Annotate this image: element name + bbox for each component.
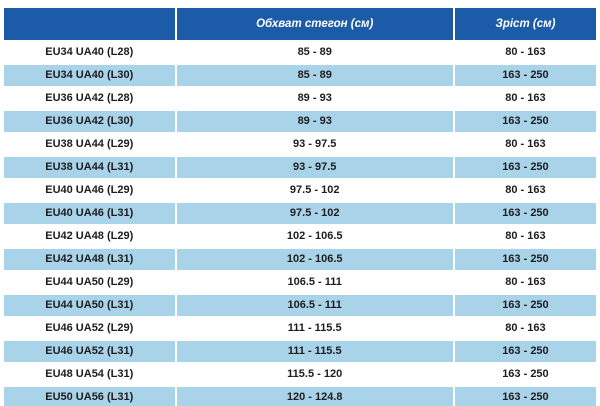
height-cell: 80 - 163 — [454, 272, 596, 293]
height-cell: 80 - 163 — [454, 42, 596, 63]
hips-cell: 89 - 93 — [176, 88, 453, 109]
table-row: EU38 UA44 (L29) 93 - 97.5 80 - 163 — [4, 134, 596, 155]
height-cell: 163 - 250 — [454, 203, 596, 224]
height-cell: 163 - 250 — [454, 111, 596, 132]
table-row: EU34 UA40 (L28) 85 - 89 80 - 163 — [4, 42, 596, 63]
size-cell: EU40 UA46 (L29) — [4, 180, 175, 201]
column-header-size — [4, 8, 175, 40]
hips-cell: 93 - 97.5 — [176, 134, 453, 155]
header-row: Обхват стегон (см) Зріст (см) — [4, 8, 596, 40]
size-cell: EU42 UA48 (L31) — [4, 249, 175, 270]
hips-cell: 93 - 97.5 — [176, 157, 453, 178]
height-cell: 80 - 163 — [454, 226, 596, 247]
hips-cell: 89 - 93 — [176, 111, 453, 132]
size-cell: EU50 UA56 (L31) — [4, 387, 175, 406]
hips-cell: 85 - 89 — [176, 65, 453, 86]
size-table: Обхват стегон (см) Зріст (см) EU34 UA40 … — [2, 6, 598, 406]
size-table-header: Обхват стегон (см) Зріст (см) — [4, 8, 596, 40]
table-row: EU40 UA46 (L29) 97.5 - 102 80 - 163 — [4, 180, 596, 201]
size-cell: EU46 UA52 (L29) — [4, 318, 175, 339]
table-row: EU36 UA42 (L30) 89 - 93 163 - 250 — [4, 111, 596, 132]
table-row: EU48 UA54 (L31) 115.5 - 120 163 - 250 — [4, 364, 596, 385]
column-header-height: Зріст (см) — [454, 8, 596, 40]
size-table-body: EU34 UA40 (L28) 85 - 89 80 - 163 EU34 UA40 … — [4, 42, 596, 406]
table-row: EU36 UA42 (L28) 89 - 93 80 - 163 — [4, 88, 596, 109]
size-cell: EU40 UA46 (L31) — [4, 203, 175, 224]
height-cell: 80 - 163 — [454, 180, 596, 201]
height-cell: 163 - 250 — [454, 249, 596, 270]
table-row: EU42 UA48 (L31) 102 - 106.5 163 - 250 — [4, 249, 596, 270]
size-cell: EU38 UA44 (L31) — [4, 157, 175, 178]
size-cell: EU46 UA52 (L31) — [4, 341, 175, 362]
size-cell: EU48 UA54 (L31) — [4, 364, 175, 385]
height-cell: 163 - 250 — [454, 341, 596, 362]
table-row: EU44 UA50 (L29) 106.5 - 111 80 - 163 — [4, 272, 596, 293]
hips-cell: 111 - 115.5 — [176, 318, 453, 339]
height-cell: 163 - 250 — [454, 364, 596, 385]
table-row: EU42 UA48 (L29) 102 - 106.5 80 - 163 — [4, 226, 596, 247]
table-row: EU46 UA52 (L31) 111 - 115.5 163 - 250 — [4, 341, 596, 362]
hips-cell: 106.5 - 111 — [176, 295, 453, 316]
table-row: EU40 UA46 (L31) 97.5 - 102 163 - 250 — [4, 203, 596, 224]
table-row: EU50 UA56 (L31) 120 - 124.8 163 - 250 — [4, 387, 596, 406]
height-cell: 80 - 163 — [454, 88, 596, 109]
size-cell: EU44 UA50 (L31) — [4, 295, 175, 316]
table-row: EU38 UA44 (L31) 93 - 97.5 163 - 250 — [4, 157, 596, 178]
hips-cell: 115.5 - 120 — [176, 364, 453, 385]
table-row: EU34 UA40 (L30) 85 - 89 163 - 250 — [4, 65, 596, 86]
hips-cell: 111 - 115.5 — [176, 341, 453, 362]
hips-cell: 102 - 106.5 — [176, 226, 453, 247]
size-cell: EU36 UA42 (L30) — [4, 111, 175, 132]
height-cell: 80 - 163 — [454, 318, 596, 339]
hips-cell: 106.5 - 111 — [176, 272, 453, 293]
hips-cell: 120 - 124.8 — [176, 387, 453, 406]
size-cell: EU34 UA40 (L28) — [4, 42, 175, 63]
table-row: EU46 UA52 (L29) 111 - 115.5 80 - 163 — [4, 318, 596, 339]
column-header-hips: Обхват стегон (см) — [176, 8, 453, 40]
size-cell: EU36 UA42 (L28) — [4, 88, 175, 109]
height-cell: 163 - 250 — [454, 157, 596, 178]
table-row: EU44 UA50 (L31) 106.5 - 111 163 - 250 — [4, 295, 596, 316]
hips-cell: 85 - 89 — [176, 42, 453, 63]
height-cell: 163 - 250 — [454, 295, 596, 316]
size-cell: EU42 UA48 (L29) — [4, 226, 175, 247]
height-cell: 163 - 250 — [454, 65, 596, 86]
hips-cell: 102 - 106.5 — [176, 249, 453, 270]
hips-cell: 97.5 - 102 — [176, 203, 453, 224]
hips-cell: 97.5 - 102 — [176, 180, 453, 201]
height-cell: 163 - 250 — [454, 387, 596, 406]
size-cell: EU44 UA50 (L29) — [4, 272, 175, 293]
height-cell: 80 - 163 — [454, 134, 596, 155]
size-cell: EU38 UA44 (L29) — [4, 134, 175, 155]
size-cell: EU34 UA40 (L30) — [4, 65, 175, 86]
